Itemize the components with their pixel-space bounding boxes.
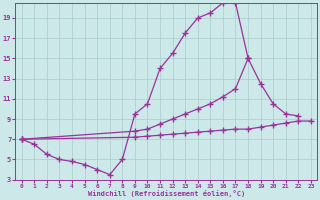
X-axis label: Windchill (Refroidissement éolien,°C): Windchill (Refroidissement éolien,°C) xyxy=(88,190,245,197)
